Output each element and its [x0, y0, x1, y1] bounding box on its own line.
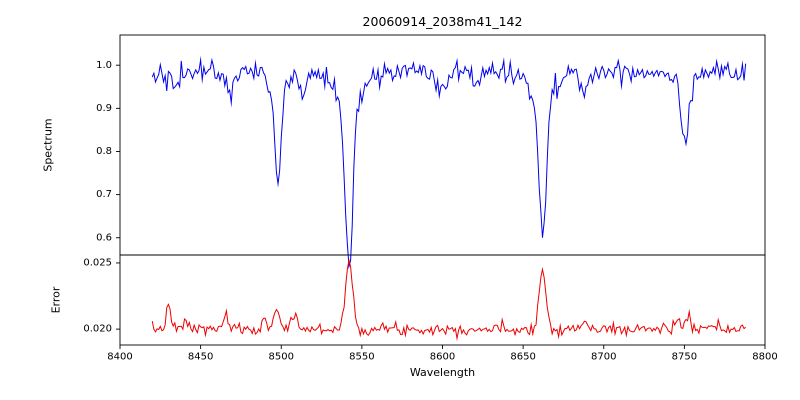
y-axis-label-spectrum: Spectrum	[41, 118, 55, 172]
x-axis-label: Wavelength	[409, 366, 476, 379]
y-axis-label-error: Error	[49, 286, 63, 314]
chart-title: 20060914_2038m41_142	[362, 14, 523, 29]
